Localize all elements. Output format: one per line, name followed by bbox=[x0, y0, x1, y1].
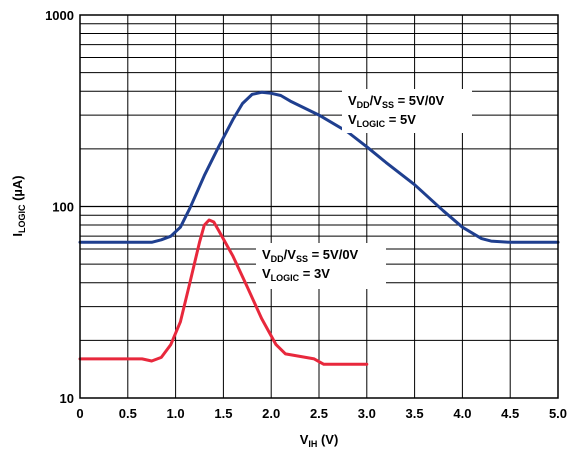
x-tick-label: 1.5 bbox=[214, 406, 232, 421]
y-tick-label: 10 bbox=[60, 391, 74, 406]
annotation-bg bbox=[256, 243, 386, 289]
y-tick-label: 100 bbox=[52, 200, 74, 215]
x-tick-label: 0 bbox=[76, 406, 83, 421]
tick-labels: 0 0.5 1.0 1.5 2.0 2.5 3.0 3.5 4.0 4.5 5.0 10 100 1000 bbox=[45, 8, 567, 421]
grid-lines bbox=[80, 15, 558, 398]
annotation-line: VDD/VSS = 5V/0V bbox=[348, 93, 445, 110]
series-group bbox=[78, 90, 560, 366]
x-tick-label: 0.5 bbox=[119, 406, 137, 421]
series-line-2 bbox=[78, 218, 369, 366]
x-tick-label: 5.0 bbox=[549, 406, 567, 421]
x-tick-label: 1.0 bbox=[167, 406, 185, 421]
annotations-group: VDD/VSS = 5V/0V VLOGIC = 5V VDD/VSS = 5V/0… bbox=[256, 89, 472, 289]
annotation-line: VDD/VSS = 5V/0V bbox=[262, 247, 359, 264]
annotation-line: VLOGIC = 3V bbox=[262, 266, 330, 283]
x-tick-label: 4.0 bbox=[453, 406, 471, 421]
x-tick-label: 4.5 bbox=[501, 406, 519, 421]
x-axis-label: VIH (V) bbox=[300, 432, 339, 449]
x-tick-label: 2.5 bbox=[310, 406, 328, 421]
x-tick-label: 3.5 bbox=[406, 406, 424, 421]
annotation-line: VLOGIC = 5V bbox=[348, 112, 416, 129]
annotation-bg bbox=[342, 89, 472, 133]
plot-frame bbox=[79, 14, 559, 399]
x-tick-label: 2.0 bbox=[262, 406, 280, 421]
y-tick-label: 1000 bbox=[45, 8, 74, 23]
y-axis-label: ILOGIC (µA) bbox=[10, 175, 27, 236]
x-tick-label: 3.0 bbox=[358, 406, 376, 421]
series-line-1 bbox=[78, 90, 560, 244]
